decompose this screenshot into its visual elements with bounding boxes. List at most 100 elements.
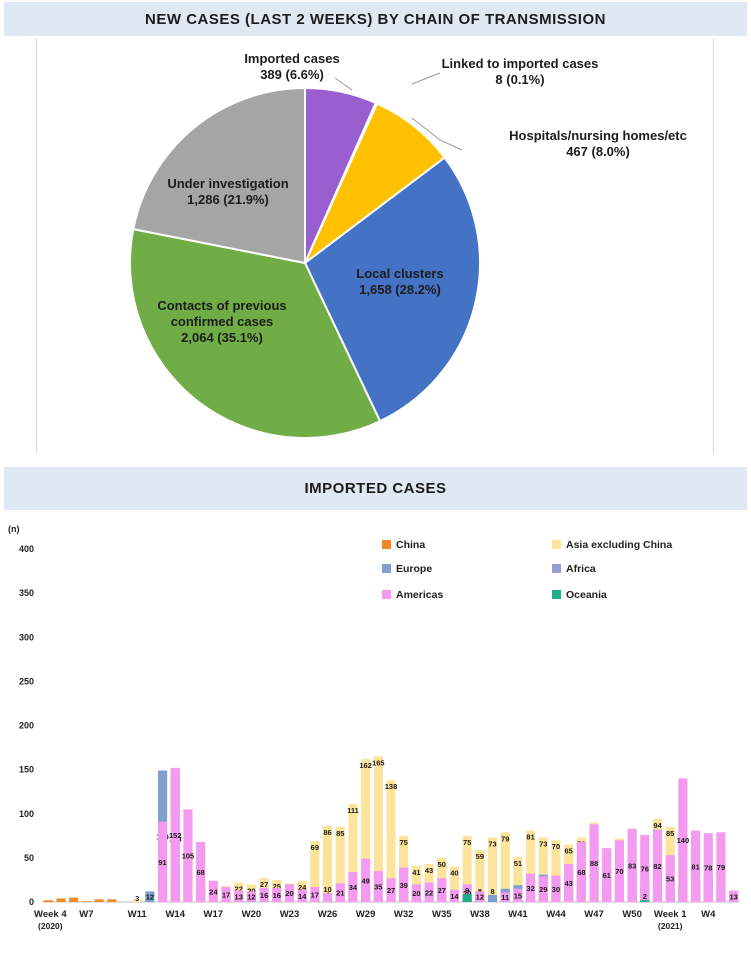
bar-segment-americas bbox=[691, 830, 701, 902]
bar-segment-americas bbox=[335, 883, 345, 902]
bar-segment-asia-excluding-china bbox=[449, 866, 460, 902]
data-label-oceania: 9 bbox=[465, 886, 469, 895]
bar-segment-americas bbox=[208, 880, 218, 902]
y-tick-label: 100 bbox=[19, 809, 34, 819]
bar-segment-americas bbox=[183, 809, 193, 902]
pie-label-hospitals-nursing-homes-etc: Hospitals/nursing homes/etc bbox=[509, 128, 687, 143]
bar-segment-americas bbox=[246, 891, 256, 902]
bar-segment-asia-excluding-china bbox=[500, 832, 510, 902]
data-label-asia-excluding-china: 79 bbox=[501, 834, 509, 843]
data-label-americas: 11 bbox=[501, 893, 509, 902]
bar-segment-americas bbox=[157, 821, 168, 902]
bar-segment-americas bbox=[500, 892, 510, 902]
data-label-asia-excluding-china: 138 bbox=[385, 782, 398, 791]
data-label-asia-excluding-china: 81 bbox=[526, 833, 534, 842]
bar-segment-americas bbox=[272, 887, 282, 902]
bar-segment-americas bbox=[348, 872, 358, 902]
legend-label-africa: Africa bbox=[566, 563, 596, 575]
y-tick-label: 50 bbox=[24, 853, 34, 863]
bar-segment-china bbox=[69, 897, 79, 902]
data-label-asia-excluding-china: 50 bbox=[438, 860, 446, 869]
data-label-asia-excluding-china: 40 bbox=[450, 869, 458, 878]
data-label-americas: 76 bbox=[641, 864, 649, 873]
data-label-americas: 78 bbox=[704, 864, 712, 873]
bar-segment-americas bbox=[475, 891, 485, 902]
bar-segment-americas bbox=[729, 890, 739, 902]
data-label-asia-excluding-china: 25 bbox=[273, 882, 281, 891]
legend-label-asia-excluding-china: Asia excluding China bbox=[566, 539, 672, 551]
bar-segment-americas bbox=[297, 889, 307, 902]
legend-label-europe: Europe bbox=[396, 563, 432, 575]
data-label-asia-excluding-china: 165 bbox=[372, 758, 385, 767]
bar-segment-americas bbox=[564, 864, 574, 902]
bar-segment-americas bbox=[373, 871, 383, 902]
bar-segment-asia-excluding-china bbox=[310, 841, 320, 902]
bar-segment-americas bbox=[361, 858, 371, 902]
legend-label-oceania: Oceania bbox=[566, 589, 607, 601]
data-label-americas: 68 bbox=[196, 868, 204, 877]
data-label-americas: 22 bbox=[425, 888, 433, 897]
bar-segment-asia-excluding-china bbox=[538, 837, 548, 902]
x-tick-label: W47 bbox=[584, 909, 604, 920]
bar-segment-americas bbox=[221, 887, 231, 902]
data-label-asia-excluding-china: 20 bbox=[247, 886, 255, 895]
data-label-asia-excluding-china: 43 bbox=[425, 866, 433, 875]
pie-value-linked-to-imported-cases: 8 (0.1%) bbox=[495, 72, 544, 87]
bar-segment-china bbox=[56, 898, 66, 902]
bar-segment-americas bbox=[449, 889, 460, 902]
bar-segment-americas bbox=[526, 873, 536, 902]
x-tick-label: W4 bbox=[701, 909, 716, 920]
x-tick-sublabel: (2021) bbox=[658, 921, 683, 931]
data-label-americas: 16 bbox=[273, 891, 281, 900]
bar-segment-americas bbox=[627, 828, 637, 902]
data-label-asia-excluding-china: 41 bbox=[412, 868, 420, 877]
data-label-americas: 32 bbox=[526, 884, 534, 893]
bar-segment-americas bbox=[602, 848, 612, 902]
bar-segment-americas bbox=[259, 887, 269, 902]
x-tick-label: W35 bbox=[432, 909, 452, 920]
bar-segment-asia-excluding-china bbox=[475, 849, 485, 902]
y-tick-label: 400 bbox=[19, 544, 34, 554]
data-label-asia-excluding-china: 65 bbox=[564, 847, 572, 856]
bar-segment-americas bbox=[424, 882, 434, 902]
data-label-asia-excluding-china: 73 bbox=[488, 840, 496, 849]
pie-chart-title: NEW CASES (LAST 2 WEEKS) BY CHAIN OF TRA… bbox=[4, 2, 747, 36]
x-tick-label: W38 bbox=[470, 909, 490, 920]
data-label-americas: 35 bbox=[374, 883, 382, 892]
data-label-americas: 21 bbox=[336, 889, 344, 898]
y-tick-label: 300 bbox=[19, 632, 34, 642]
bar-segment-americas bbox=[399, 867, 409, 902]
data-label-asia-excluding-china: 73 bbox=[539, 840, 547, 849]
bar-segment-americas bbox=[322, 893, 333, 902]
bar-segment-americas bbox=[284, 884, 295, 902]
bar-segment-asia-excluding-china bbox=[373, 756, 383, 902]
x-tick-label: W44 bbox=[546, 909, 566, 920]
y-tick-label: 250 bbox=[19, 676, 34, 686]
x-tick-label: W26 bbox=[318, 909, 338, 920]
bar-segment-americas bbox=[196, 841, 206, 902]
bar-segment-asia-excluding-china bbox=[551, 840, 561, 902]
bar-segment-americas bbox=[310, 887, 320, 902]
bar-segment-americas bbox=[716, 832, 726, 902]
bar-segment-asia-excluding-china bbox=[132, 899, 142, 902]
x-tick-label: W29 bbox=[356, 909, 376, 920]
data-label-americas: 24 bbox=[209, 887, 218, 896]
data-label-americas: 61 bbox=[603, 871, 611, 880]
leader-line-linked-to-imported-cases bbox=[411, 72, 441, 85]
data-label-americas: 34 bbox=[349, 883, 358, 892]
data-label-asia-excluding-china: 22 bbox=[235, 885, 243, 894]
data-label-americas: 83 bbox=[628, 861, 636, 870]
bar-segment-china bbox=[43, 900, 53, 902]
legend-label-americas: Americas bbox=[396, 589, 443, 601]
data-label-asia-excluding-china: 75 bbox=[463, 838, 471, 847]
y-tick-label: 200 bbox=[19, 721, 34, 731]
bar-segment-oceania bbox=[640, 900, 650, 902]
data-label-asia-excluding-china: 70 bbox=[552, 842, 560, 851]
data-label-asia-excluding-china: 27 bbox=[260, 880, 268, 889]
bar-segment-europe bbox=[487, 894, 498, 902]
pie-slice-local-clusters bbox=[303, 156, 481, 423]
bar-segment-americas bbox=[640, 834, 650, 902]
x-tick-label: W41 bbox=[508, 909, 528, 920]
data-label-americas: 27 bbox=[387, 886, 395, 895]
